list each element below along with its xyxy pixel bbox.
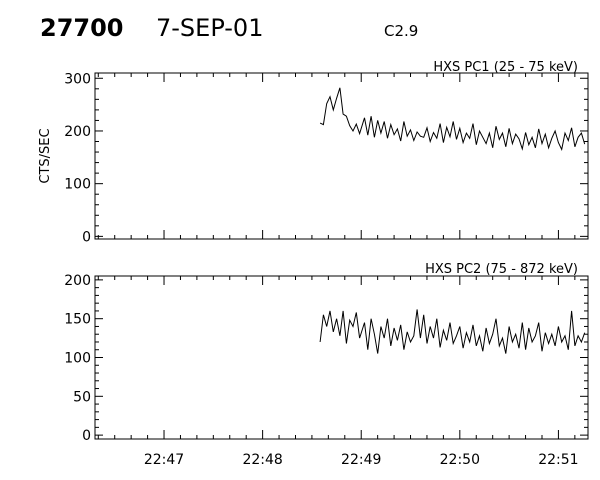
event-date-label: 7-SEP-01 [156, 14, 264, 42]
y-tick-label: 150 [64, 312, 91, 328]
x-tick-label: 22:47 [144, 452, 184, 468]
y-tick-label: 200 [64, 124, 91, 140]
y-tick-label: 0 [82, 229, 91, 245]
x-tick-label: 22:49 [341, 452, 381, 468]
event-id-label: 27700 [40, 14, 124, 42]
pc2-panel: HXS PC2 (75 - 872 keV) 0 50 100 150 200 22:4… [64, 262, 589, 468]
y-tick-label: 200 [64, 273, 91, 289]
pc2-plot-frame [94, 275, 589, 440]
x-tick-label: 22:50 [440, 452, 480, 468]
pc1-y-ticks: 0 100 200 300 [64, 71, 588, 245]
x-tick-label: 22:48 [242, 452, 282, 468]
pc1-y-axis-label: CTS/SEC [38, 128, 53, 183]
y-tick-label: 300 [64, 71, 91, 87]
y-tick-label: 100 [64, 351, 91, 367]
pc2-x-ticks: 22:47 22:48 22:49 22:50 22:51 [97, 276, 579, 468]
y-tick-label: 0 [82, 428, 91, 444]
y-tick-label: 100 [64, 177, 91, 193]
pc1-plot-frame [94, 72, 589, 240]
pc1-series-line [319, 87, 586, 151]
pc1-title: HXS PC1 (25 - 75 keV) [433, 60, 578, 75]
pc1-panel: HXS PC1 (25 - 75 keV) CTS/SEC 0 100 200 300 [38, 60, 589, 245]
y-tick-label: 50 [73, 389, 91, 405]
pc1-x-ticks [97, 73, 576, 239]
pc2-series-line [319, 309, 586, 354]
x-tick-label: 22:51 [538, 452, 578, 468]
pc2-y-ticks: 0 50 100 150 200 [64, 273, 588, 444]
pc2-title: HXS PC2 (75 - 872 keV) [425, 262, 578, 277]
flare-class-label: C2.9 [384, 22, 419, 40]
